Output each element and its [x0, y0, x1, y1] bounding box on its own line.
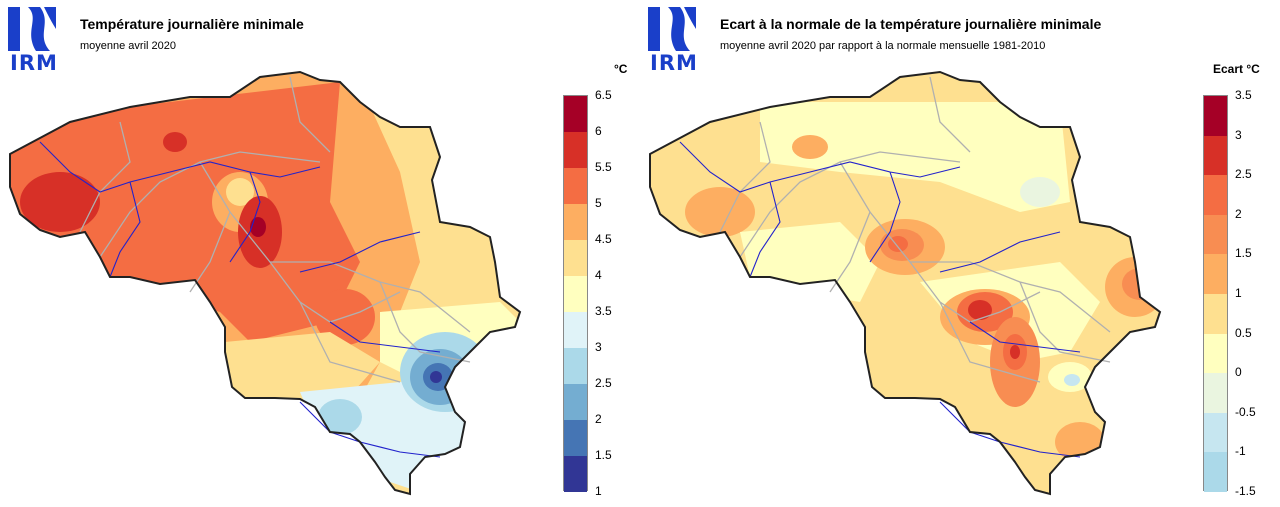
irm-logo-mark-icon [648, 7, 696, 51]
legend-swatch [1204, 175, 1227, 215]
irm-logo: IRM [6, 5, 58, 75]
legend-swatch [564, 348, 587, 384]
legend-swatch [1204, 293, 1227, 334]
legend-swatch [1204, 135, 1227, 176]
irm-logo-text: IRM [10, 51, 58, 75]
legend-color-scale [563, 95, 588, 492]
legend-swatch [1204, 254, 1227, 294]
legend-unit: Ecart °C [1213, 62, 1260, 76]
legend-tick-label: 0 [1235, 365, 1242, 380]
map-title: Ecart à la normale de la température jou… [720, 16, 1102, 32]
legend-tick-label: 4.5 [595, 232, 612, 246]
legend-tick-label: -1 [1235, 444, 1246, 459]
min-temperature-panel: IRM Température journalière minimale moy… [6, 5, 628, 498]
legend-tick-label: 6 [595, 124, 602, 138]
legend-tick-label: -1.5 [1235, 484, 1256, 498]
legend-swatch [564, 168, 587, 204]
legend-swatch [564, 96, 587, 132]
irm-logo-mark-icon [8, 7, 56, 51]
irm-logo: IRM [646, 5, 698, 75]
irm-logo-text: IRM [650, 51, 698, 75]
legend-tick-label: 1.5 [595, 448, 612, 462]
map-subtitle: moyenne avril 2020 [80, 40, 177, 52]
belgium-min-temperature-map [9, 71, 521, 495]
legend-tick-label: 5.5 [595, 160, 612, 174]
legend-swatch [564, 384, 587, 420]
legend-swatch [1204, 214, 1227, 255]
legend-tick-label: 4 [595, 268, 602, 282]
legend-tick-label: 5 [595, 196, 602, 210]
legend-swatch [564, 312, 587, 348]
legend-tick-label: 3 [1235, 127, 1242, 142]
legend-tick-label: 2 [1235, 206, 1242, 221]
legend-unit: °C [614, 62, 628, 76]
legend-tick-label: 2 [595, 412, 602, 426]
legend-swatch [1204, 96, 1227, 136]
legend-swatch [564, 420, 587, 456]
legend-tick-label: 6.5 [595, 88, 612, 102]
legend-tick-label: 1.5 [1235, 246, 1252, 261]
legend-tick-label: 2.5 [1235, 167, 1252, 182]
belgium-anomaly-map [649, 71, 1161, 495]
legend-tick-label: 3 [595, 340, 602, 354]
legend-swatch [1204, 452, 1227, 492]
legend-color-scale [1203, 95, 1228, 492]
legend-tick-label: -0.5 [1235, 404, 1256, 419]
legend-tick-label: 1 [595, 484, 602, 498]
legend-swatch [564, 456, 587, 492]
legend-tick-label: 0.5 [1235, 325, 1252, 340]
legend-swatch [1204, 412, 1227, 453]
legend-tick-label: 3.5 [595, 304, 612, 318]
legend-tick-label: 1 [1235, 286, 1242, 300]
map-title: Température journalière minimale [80, 16, 304, 32]
legend-swatch [1204, 373, 1227, 413]
legend-swatch [564, 132, 587, 168]
legend-swatch [564, 276, 587, 312]
legend-swatch [564, 204, 587, 240]
anomaly-panel: IRM Ecart à la normale de la température… [640, 0, 1280, 507]
legend-tick-label: 2.5 [595, 376, 612, 390]
legend-tick-label: 3.5 [1235, 88, 1252, 102]
legend-swatch [564, 240, 587, 276]
map-subtitle: moyenne avril 2020 par rapport à la norm… [720, 40, 1046, 52]
legend-swatch [1204, 333, 1227, 374]
